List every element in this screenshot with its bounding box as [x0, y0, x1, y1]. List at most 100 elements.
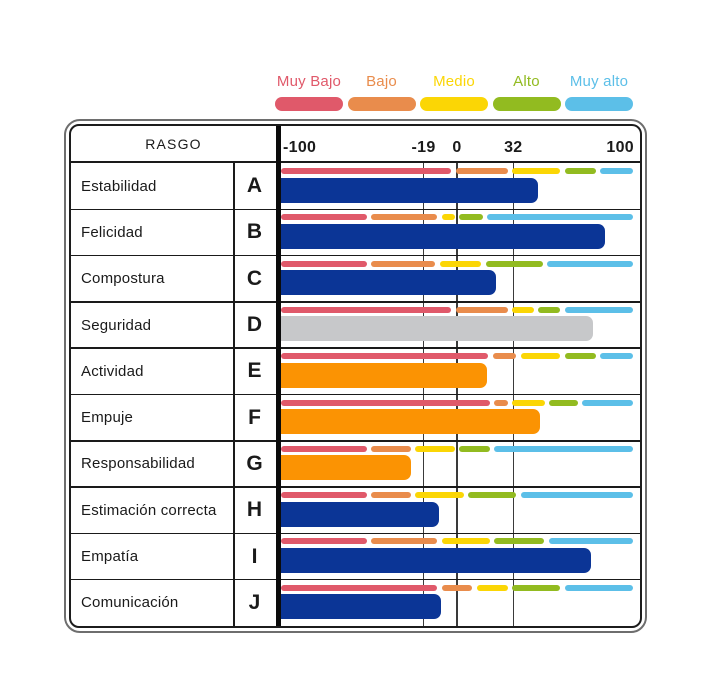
scale-segment-medio: [441, 214, 455, 221]
scale-segment-medio: [512, 306, 534, 313]
scale-segment-medio: [476, 584, 508, 591]
trait-row-a: Estabilidad A: [71, 163, 640, 209]
value-bar-d: [281, 316, 593, 342]
legend-item-bajo: Bajo: [347, 72, 416, 111]
header-separator-line: [71, 161, 640, 163]
trait-table: RASGO -100 -19 0 32 100 Estabilidad A Felicida…: [69, 124, 642, 628]
legend-swatch-muy-alto-icon: [565, 97, 633, 111]
row-separator-line: [71, 393, 640, 396]
value-bar-a: [281, 177, 538, 203]
scale-segment-muy-alto: [494, 445, 633, 452]
value-bar-c: [281, 270, 496, 296]
trait-name: Actividad: [81, 362, 144, 380]
scale-segment-medio: [415, 445, 455, 452]
gridline--19: [422, 161, 425, 626]
trait-letter: I: [251, 544, 258, 568]
trait-row-f: Empuje F: [71, 395, 640, 441]
trait-row-g: Responsabilidad G: [71, 441, 640, 487]
scale-segment-muy-bajo: [281, 353, 489, 360]
scale-segment-alto: [549, 399, 578, 406]
scale-segment-bajo: [371, 538, 438, 545]
trait-row-e: Actividad E: [71, 348, 640, 394]
value-bar-b: [281, 223, 605, 249]
scale-segment-muy-alto: [547, 260, 633, 267]
trait-row-j: Comunicación J: [71, 580, 640, 626]
legend-item-alto: Alto: [492, 72, 561, 111]
scale-segment-muy-bajo: [281, 399, 490, 406]
scale-segment-alto: [485, 260, 543, 267]
trait-letter: B: [246, 220, 263, 244]
gridline-0: [456, 161, 458, 626]
scale-segment-medio: [512, 168, 561, 174]
legend-swatch-alto-icon: [492, 97, 561, 111]
scale-segment-bajo: [492, 353, 517, 360]
legend-label: Medio: [433, 73, 475, 90]
legend: Muy Bajo Bajo Medio Alto Muy alto: [275, 72, 633, 111]
scale-segment-medio: [520, 353, 561, 360]
scale-segment-muy-alto: [600, 168, 633, 174]
scale-segment-medio: [439, 260, 482, 267]
scale-segment-alto: [564, 168, 596, 174]
trait-name: Compostura: [81, 270, 165, 288]
value-bar-f: [281, 409, 540, 434]
trait-letter: E: [247, 359, 262, 383]
trait-letter: A: [246, 174, 263, 198]
trait-name: Estimación correcta: [81, 501, 217, 519]
letter-column-divider: [233, 161, 235, 626]
scale-segment-muy-alto: [520, 492, 633, 499]
value-bar-e: [281, 362, 487, 388]
value-bar-h: [281, 501, 440, 527]
trait-letter: F: [248, 405, 261, 429]
trait-name: Comunicación: [81, 594, 179, 612]
scale-segment-medio: [512, 399, 545, 406]
axis-tick-label: -19: [411, 139, 436, 156]
legend-label: Muy alto: [569, 73, 629, 90]
trait-row-i: Empatía I: [71, 533, 640, 579]
trait-name: Seguridad: [81, 316, 152, 334]
table-outer-border: [64, 119, 647, 633]
scale-segment-bajo: [441, 584, 473, 591]
scale-segment-bajo: [455, 306, 508, 313]
row-separator-line: [71, 301, 640, 303]
legend-item-medio: Medio: [420, 72, 488, 111]
scale-segment-muy-bajo: [281, 538, 367, 545]
scale-segment-muy-alto: [564, 306, 633, 313]
gridline-32: [512, 161, 515, 626]
scale-segment-muy-bajo: [281, 445, 367, 452]
value-bar-i: [281, 547, 591, 573]
scale-segment-muy-bajo: [281, 168, 452, 174]
axis-tick-label: 32: [504, 139, 523, 156]
row-separator-line: [71, 532, 640, 535]
row-separator-line: [71, 254, 640, 257]
scale-segment-alto: [538, 306, 561, 313]
scale-segment-alto: [564, 353, 596, 360]
scale-segment-alto: [459, 214, 483, 221]
row-separator-line: [71, 578, 640, 581]
scale-segment-muy-alto: [600, 353, 633, 360]
scale-segment-bajo: [371, 492, 411, 499]
legend-swatch-bajo-icon: [347, 97, 416, 111]
trait-name: Responsabilidad: [81, 455, 195, 473]
scale-segment-medio: [415, 492, 464, 499]
trait-letter: C: [246, 266, 263, 290]
scale-segment-medio: [441, 538, 490, 545]
legend-label: Muy Bajo: [276, 73, 342, 90]
axis-zero-baseline: [276, 126, 281, 626]
scale-segment-muy-bajo: [281, 584, 438, 591]
row-separator-line: [71, 347, 640, 349]
scale-segment-alto: [459, 445, 490, 452]
trait-name: Felicidad: [81, 223, 143, 241]
legend-swatch-muy-bajo-icon: [275, 97, 343, 111]
scale-segment-bajo: [371, 214, 438, 221]
legend-item-muy-alto: Muy alto: [565, 72, 633, 111]
axis-tick-label: 100: [606, 139, 634, 156]
trait-name: Empuje: [81, 409, 134, 427]
trait-letter: D: [246, 313, 263, 337]
scale-segment-muy-bajo: [281, 492, 367, 499]
trait-row-c: Compostura C: [71, 256, 640, 302]
trait-row-d: Seguridad D: [71, 302, 640, 348]
scale-segment-bajo: [371, 260, 436, 267]
trait-name: Empatía: [81, 548, 139, 566]
axis-tick-label: -100: [283, 139, 317, 156]
